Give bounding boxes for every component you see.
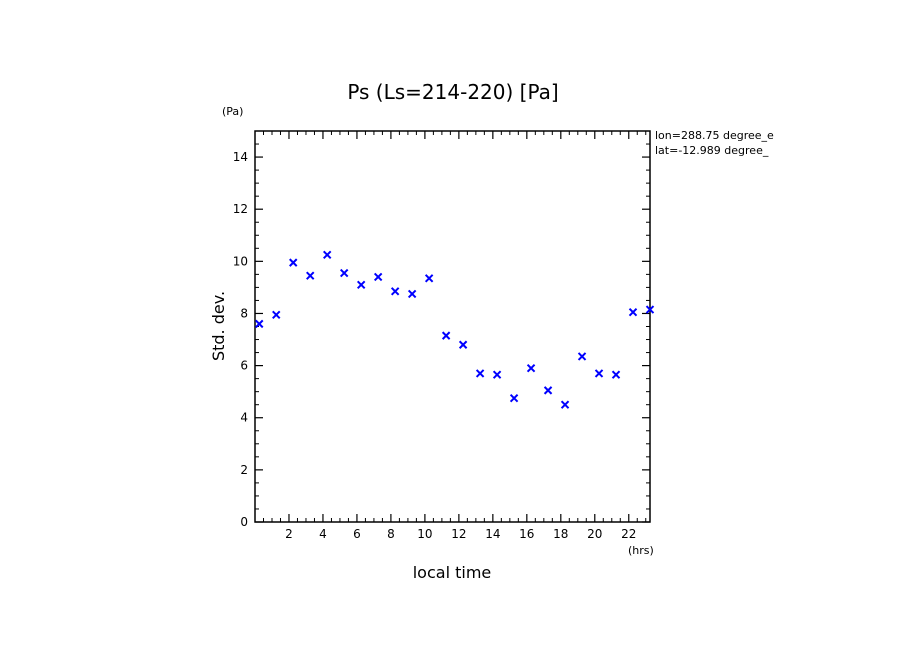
y-tick-label: 0 [240, 515, 248, 529]
chart-title: Ps (Ls=214-220) [Pa] [347, 80, 558, 104]
info-line-lat: lat=-12.989 degree_ [655, 144, 769, 157]
data-markers [255, 250, 655, 409]
x-tick-label: 8 [387, 527, 395, 541]
x-tick-label: 18 [553, 527, 568, 541]
data-point [475, 369, 485, 378]
data-point [645, 305, 655, 314]
data-point [509, 393, 519, 403]
data-point [543, 386, 553, 395]
data-point [441, 331, 451, 340]
data-point [492, 370, 502, 379]
data-point [560, 400, 570, 409]
x-tick-label: 12 [451, 527, 466, 541]
data-point [611, 370, 621, 379]
data-point [577, 352, 587, 361]
y-tick-label: 12 [233, 202, 248, 216]
data-point [390, 287, 400, 296]
data-point [289, 258, 298, 267]
x-axis-label: local time [413, 563, 492, 582]
data-point [339, 268, 349, 278]
y-unit-label: (Pa) [222, 105, 243, 118]
data-point [628, 307, 638, 317]
data-point [356, 280, 366, 290]
x-tick-label: 22 [621, 527, 636, 541]
x-tick-label: 2 [285, 527, 293, 541]
x-tick-label: 4 [319, 527, 327, 541]
y-tick-label: 10 [233, 254, 248, 268]
y-tick-label: 8 [240, 306, 248, 320]
info-line-lon: lon=288.75 degree_e [655, 129, 774, 142]
data-point [306, 271, 315, 280]
x-tick-label: 10 [417, 527, 432, 541]
tick-labels: 2 4 6 8 10 12 14 16 18 20 22 0 2 4 6 8 10 12 14 [233, 150, 637, 541]
axis-ticks [255, 130, 650, 523]
data-point [407, 289, 417, 299]
y-axis-label: Std. dev. [209, 291, 228, 361]
x-tick-label: 16 [519, 527, 534, 541]
data-point [526, 363, 536, 373]
x-unit-label: (hrs) [628, 544, 654, 557]
plot-frame [254, 130, 651, 523]
data-point [594, 369, 604, 378]
y-tick-label: 14 [233, 150, 248, 164]
data-point [255, 319, 264, 329]
x-tick-label: 6 [353, 527, 361, 541]
data-point [272, 310, 281, 319]
y-tick-label: 4 [240, 411, 248, 425]
data-point [424, 274, 434, 283]
data-point [322, 250, 332, 260]
data-point [458, 340, 468, 349]
y-tick-label: 2 [240, 463, 248, 477]
data-point [373, 272, 383, 282]
x-tick-label: 20 [587, 527, 602, 541]
y-tick-label: 6 [240, 359, 248, 373]
x-tick-label: 14 [485, 527, 500, 541]
